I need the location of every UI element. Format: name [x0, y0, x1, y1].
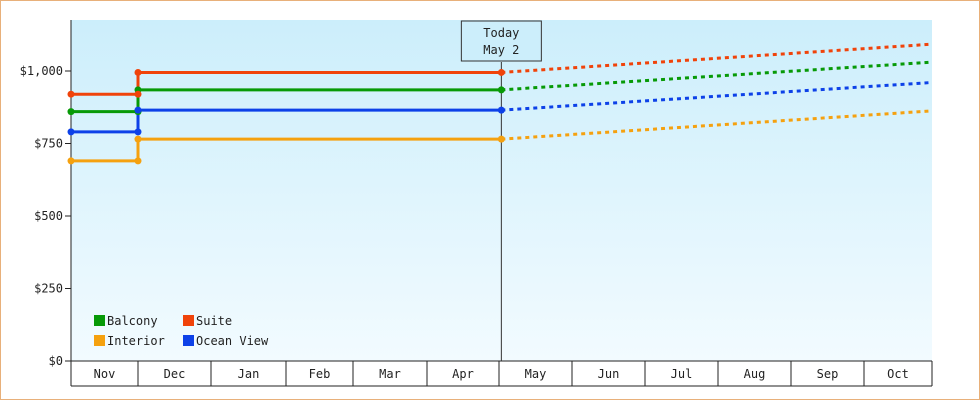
x-tick-label: Jan [238, 367, 260, 381]
data-point [497, 135, 505, 143]
today-callout-line1: Today [483, 26, 519, 40]
data-point [497, 68, 505, 76]
data-point [497, 106, 505, 114]
legend-swatch-balcony [94, 315, 105, 326]
x-tick-label: May [525, 367, 547, 381]
data-point [497, 86, 505, 94]
y-tick-label: $750 [34, 137, 63, 151]
x-tick-label: Jun [598, 367, 620, 381]
x-tick-label: Aug [744, 367, 766, 381]
x-tick-label: Sep [817, 367, 839, 381]
today-callout-line2: May 2 [483, 43, 519, 57]
legend-swatch-interior [94, 335, 105, 346]
data-point [67, 128, 75, 136]
legend-label-balcony: Balcony [107, 314, 158, 328]
y-tick-label: $1,000 [20, 64, 63, 78]
history-line-suite [71, 70, 502, 96]
data-point [134, 106, 142, 114]
y-tick-label: $500 [34, 209, 63, 223]
data-point [67, 157, 75, 165]
x-tick-label: Apr [452, 367, 474, 381]
legend-label-suite: Suite [196, 314, 232, 328]
data-point [67, 90, 75, 98]
data-point [134, 135, 142, 143]
legend-swatch-ocean-view [183, 335, 194, 346]
today-callout-box [460, 20, 542, 62]
x-tick-label: Dec [164, 367, 186, 381]
x-tick-label: Jul [671, 367, 693, 381]
data-point [134, 68, 142, 76]
history-line-balcony [71, 88, 502, 114]
data-point [134, 90, 142, 98]
data-point [67, 108, 75, 116]
x-tick-label: Oct [887, 367, 909, 381]
y-tick-label: $0 [49, 354, 63, 368]
history-line-ocean-view [71, 108, 502, 134]
history-line-interior [71, 137, 502, 163]
legend-label-interior: Interior [107, 334, 165, 348]
x-tick-label: Nov [94, 367, 116, 381]
data-point [134, 128, 142, 136]
data-point [134, 157, 142, 165]
x-tick-label: Feb [309, 367, 331, 381]
y-tick-label: $250 [34, 282, 63, 296]
legend-label-ocean-view: Ocean View [196, 334, 269, 348]
legend-swatch-suite [183, 315, 194, 326]
x-tick-label: Mar [379, 367, 401, 381]
